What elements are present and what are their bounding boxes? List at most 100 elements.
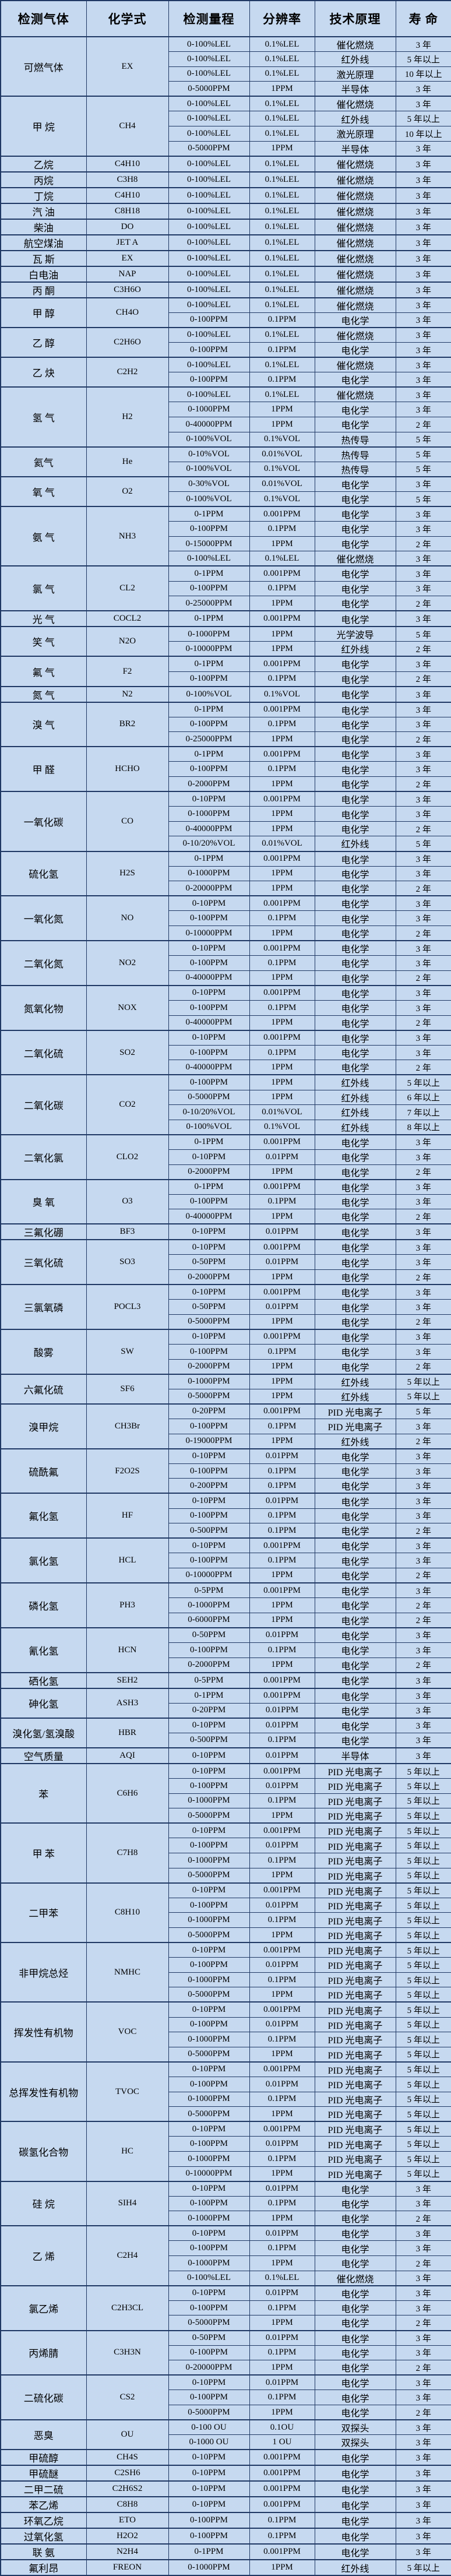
table-row: 二甲苯 C8H10 0-10PPM 0.001PPM PID 光电离子 5 年以上: [0, 1882, 451, 1943]
lifespan-cell: 2 年: [395, 731, 451, 747]
principle-cell: 催化燃烧: [314, 281, 396, 298]
resolution-cell: 0.001PPM: [249, 701, 315, 717]
resolution-cell: 0.1%LEL: [249, 218, 315, 235]
resolution-cell: 0.1%LEL: [249, 551, 315, 566]
principle-cell: 电化学: [314, 761, 396, 777]
formula-cell: EX: [86, 249, 169, 267]
range-cell: 0-100PPM: [168, 2136, 250, 2152]
gas-name-cell: 六氟化硫: [0, 1373, 87, 1405]
principle-cell: PID 光电离子: [314, 2166, 396, 2182]
range-cell: 0-100PPM: [168, 2017, 250, 2033]
gas-name-cell: 氯乙烯: [0, 2285, 87, 2331]
formula-cell: He: [86, 446, 169, 477]
principle-cell: 激光原理: [314, 66, 396, 82]
formula-cell: H2: [86, 386, 169, 448]
range-cell: 0-100PPM: [168, 1838, 250, 1854]
lifespan-cell: 5 年以上: [395, 2106, 451, 2122]
resolution-cell: 0.01PPM: [249, 1223, 315, 1240]
table-row: 0-100PPM 0.1PPM 电化学 3 年: [1, 1044, 451, 1061]
formula-cell: C2H4: [86, 2225, 169, 2286]
resolution-cell: 1PPM: [249, 1089, 315, 1106]
lifespan-cell: 3 年: [395, 506, 451, 522]
lifespan-cell: 3 年: [395, 1747, 451, 1764]
principle-cell: 电化学: [314, 342, 396, 358]
principle-cell: 电化学: [314, 1223, 396, 1240]
table-row: 0-1000PPM 1PPM 电化学 3 年: [1, 865, 451, 882]
table-row: 臭 氧 O3 0-1PPM 0.001PPM 电化学 3 年: [0, 1178, 451, 1224]
resolution-cell: 0.001PPM: [249, 1762, 315, 1779]
lifespan-cell: 2 年: [395, 1657, 451, 1673]
range-cell: 0-50PPM: [168, 1299, 250, 1315]
range-cell: 0-100 OU: [168, 2419, 250, 2436]
table-row: 二氧化氮 NO2 0-10PPM 0.001PPM 电化学 3 年: [0, 940, 451, 986]
range-cell: 0-10PPM: [168, 984, 250, 1001]
lifespan-cell: 3 年: [395, 865, 451, 882]
resolution-cell: 0.001PPM: [249, 2465, 315, 2482]
resolution-cell: 0.01PPM: [249, 1299, 315, 1315]
resolution-cell: 0.1%LEL: [249, 297, 315, 313]
table-row: 0-6000PPM 1PPM 电化学 2 年: [1, 1612, 451, 1628]
principle-cell: 电化学: [314, 372, 396, 388]
lifespan-cell: 5 年: [395, 1403, 451, 1419]
lifespan-cell: 2 年: [395, 925, 451, 941]
table-row: 硫酰氟 F2O2S 0-10PPM 0.01PPM 电化学 3 年: [0, 1448, 451, 1494]
lifespan-cell: 2 年: [395, 1523, 451, 1539]
principle-cell: 催化燃烧: [314, 202, 396, 220]
table-row: 0-25000PPM 1PPM 电化学 2 年: [1, 596, 451, 611]
principle-cell: PID 光电离子: [314, 1793, 396, 1809]
table-row: 氯化氢 HCL 0-10PPM 0.001PPM 电化学 3 年: [0, 1537, 451, 1583]
table-row: 0-1000PPM 1PPM 电化学 3 年: [1, 806, 451, 822]
table-row: 氯 气 CL2 0-1PPM 0.001PPM 电化学 3 年: [0, 565, 451, 611]
resolution-cell: 0.1%LEL: [249, 2270, 315, 2286]
resolution-cell: 1PPM: [249, 1060, 315, 1075]
table-row: 0-10000PPM 1PPM 红外线 2 年: [1, 641, 451, 657]
formula-cell: SEH2: [86, 1671, 169, 1689]
resolution-cell: 1PPM: [249, 1388, 315, 1405]
principle-cell: 电化学: [314, 821, 396, 837]
lifespan-cell: 3 年: [395, 312, 451, 328]
table-row: 0-40000PPM 1PPM 电化学 2 年: [1, 1060, 451, 1075]
principle-cell: 电化学: [314, 850, 396, 867]
principle-cell: 电化学: [314, 910, 396, 926]
range-cell: 0-100%VOL: [168, 1119, 250, 1135]
formula-cell: C8H18: [86, 202, 169, 220]
table-row: 0-100PPM 0.1PPM 电化学 3 年: [1, 2240, 451, 2257]
principle-cell: 催化燃烧: [314, 36, 396, 52]
gas-name-cell: 乙 烯: [0, 2225, 87, 2286]
table-row: 0-100%VOL 0.1%VOL 红外线 8 年以上: [1, 1119, 451, 1135]
lifespan-cell: 3 年: [395, 357, 451, 373]
lifespan-cell: 5 年以上: [395, 2166, 451, 2182]
lifespan-cell: 3 年: [395, 551, 451, 566]
range-cell: 0-1PPM: [168, 610, 250, 627]
range-cell: 0-10000PPM: [168, 2166, 250, 2182]
resolution-cell: 1PPM: [249, 1359, 315, 1375]
col-header-gas: 检测气体: [0, 0, 87, 37]
lifespan-cell: 5 年以上: [395, 2559, 451, 2576]
range-cell: 0-5000PPM: [168, 1927, 250, 1943]
lifespan-cell: 7 年以上: [395, 1104, 451, 1120]
resolution-cell: 1PPM: [249, 81, 315, 97]
lifespan-cell: 3 年: [395, 140, 451, 157]
gas-name-cell: 苯乙烯: [0, 2496, 87, 2513]
resolution-cell: 0.1OU: [249, 2419, 315, 2436]
resolution-cell: 0.1%LEL: [249, 51, 315, 67]
lifespan-cell: 3 年: [395, 476, 451, 492]
range-cell: 0-100%LEL: [168, 357, 250, 373]
table-row: 0-1000PPM 1PPM 电化学 2 年: [1, 2255, 451, 2271]
lifespan-cell: 3 年: [395, 218, 451, 235]
resolution-cell: 1PPM: [249, 806, 315, 822]
resolution-cell: 1PPM: [249, 2046, 315, 2063]
table-row: 0-100PPM 0.1PPM 电化学 3 年: [1, 312, 451, 328]
table-row: 0-2000PPM 1PPM 电化学 2 年: [1, 1657, 451, 1673]
table-row: 硒化氢 SEH2 0-5PPM 0.001PPM 电化学 3 年: [0, 1671, 451, 1689]
gas-name-cell: 溴化氢/氢溴酸: [0, 1717, 87, 1748]
principle-cell: 光学波导: [314, 626, 396, 642]
principle-cell: 电化学: [314, 2211, 396, 2226]
resolution-cell: 0.1PPM: [249, 2151, 315, 2167]
table-row: 0-20000PPM 1PPM 电化学 2 年: [1, 881, 451, 896]
table-row: 0-100%LEL 0.1%LEL 催化燃烧 3 年: [1, 2270, 451, 2286]
resolution-cell: 0.1%LEL: [249, 249, 315, 267]
resolution-cell: 0.001PPM: [249, 2061, 315, 2077]
table-row: 氯乙烯 C2H3CL 0-10PPM 0.01PPM 电化学 3 年: [0, 2285, 451, 2331]
principle-cell: 电化学: [314, 2543, 396, 2560]
